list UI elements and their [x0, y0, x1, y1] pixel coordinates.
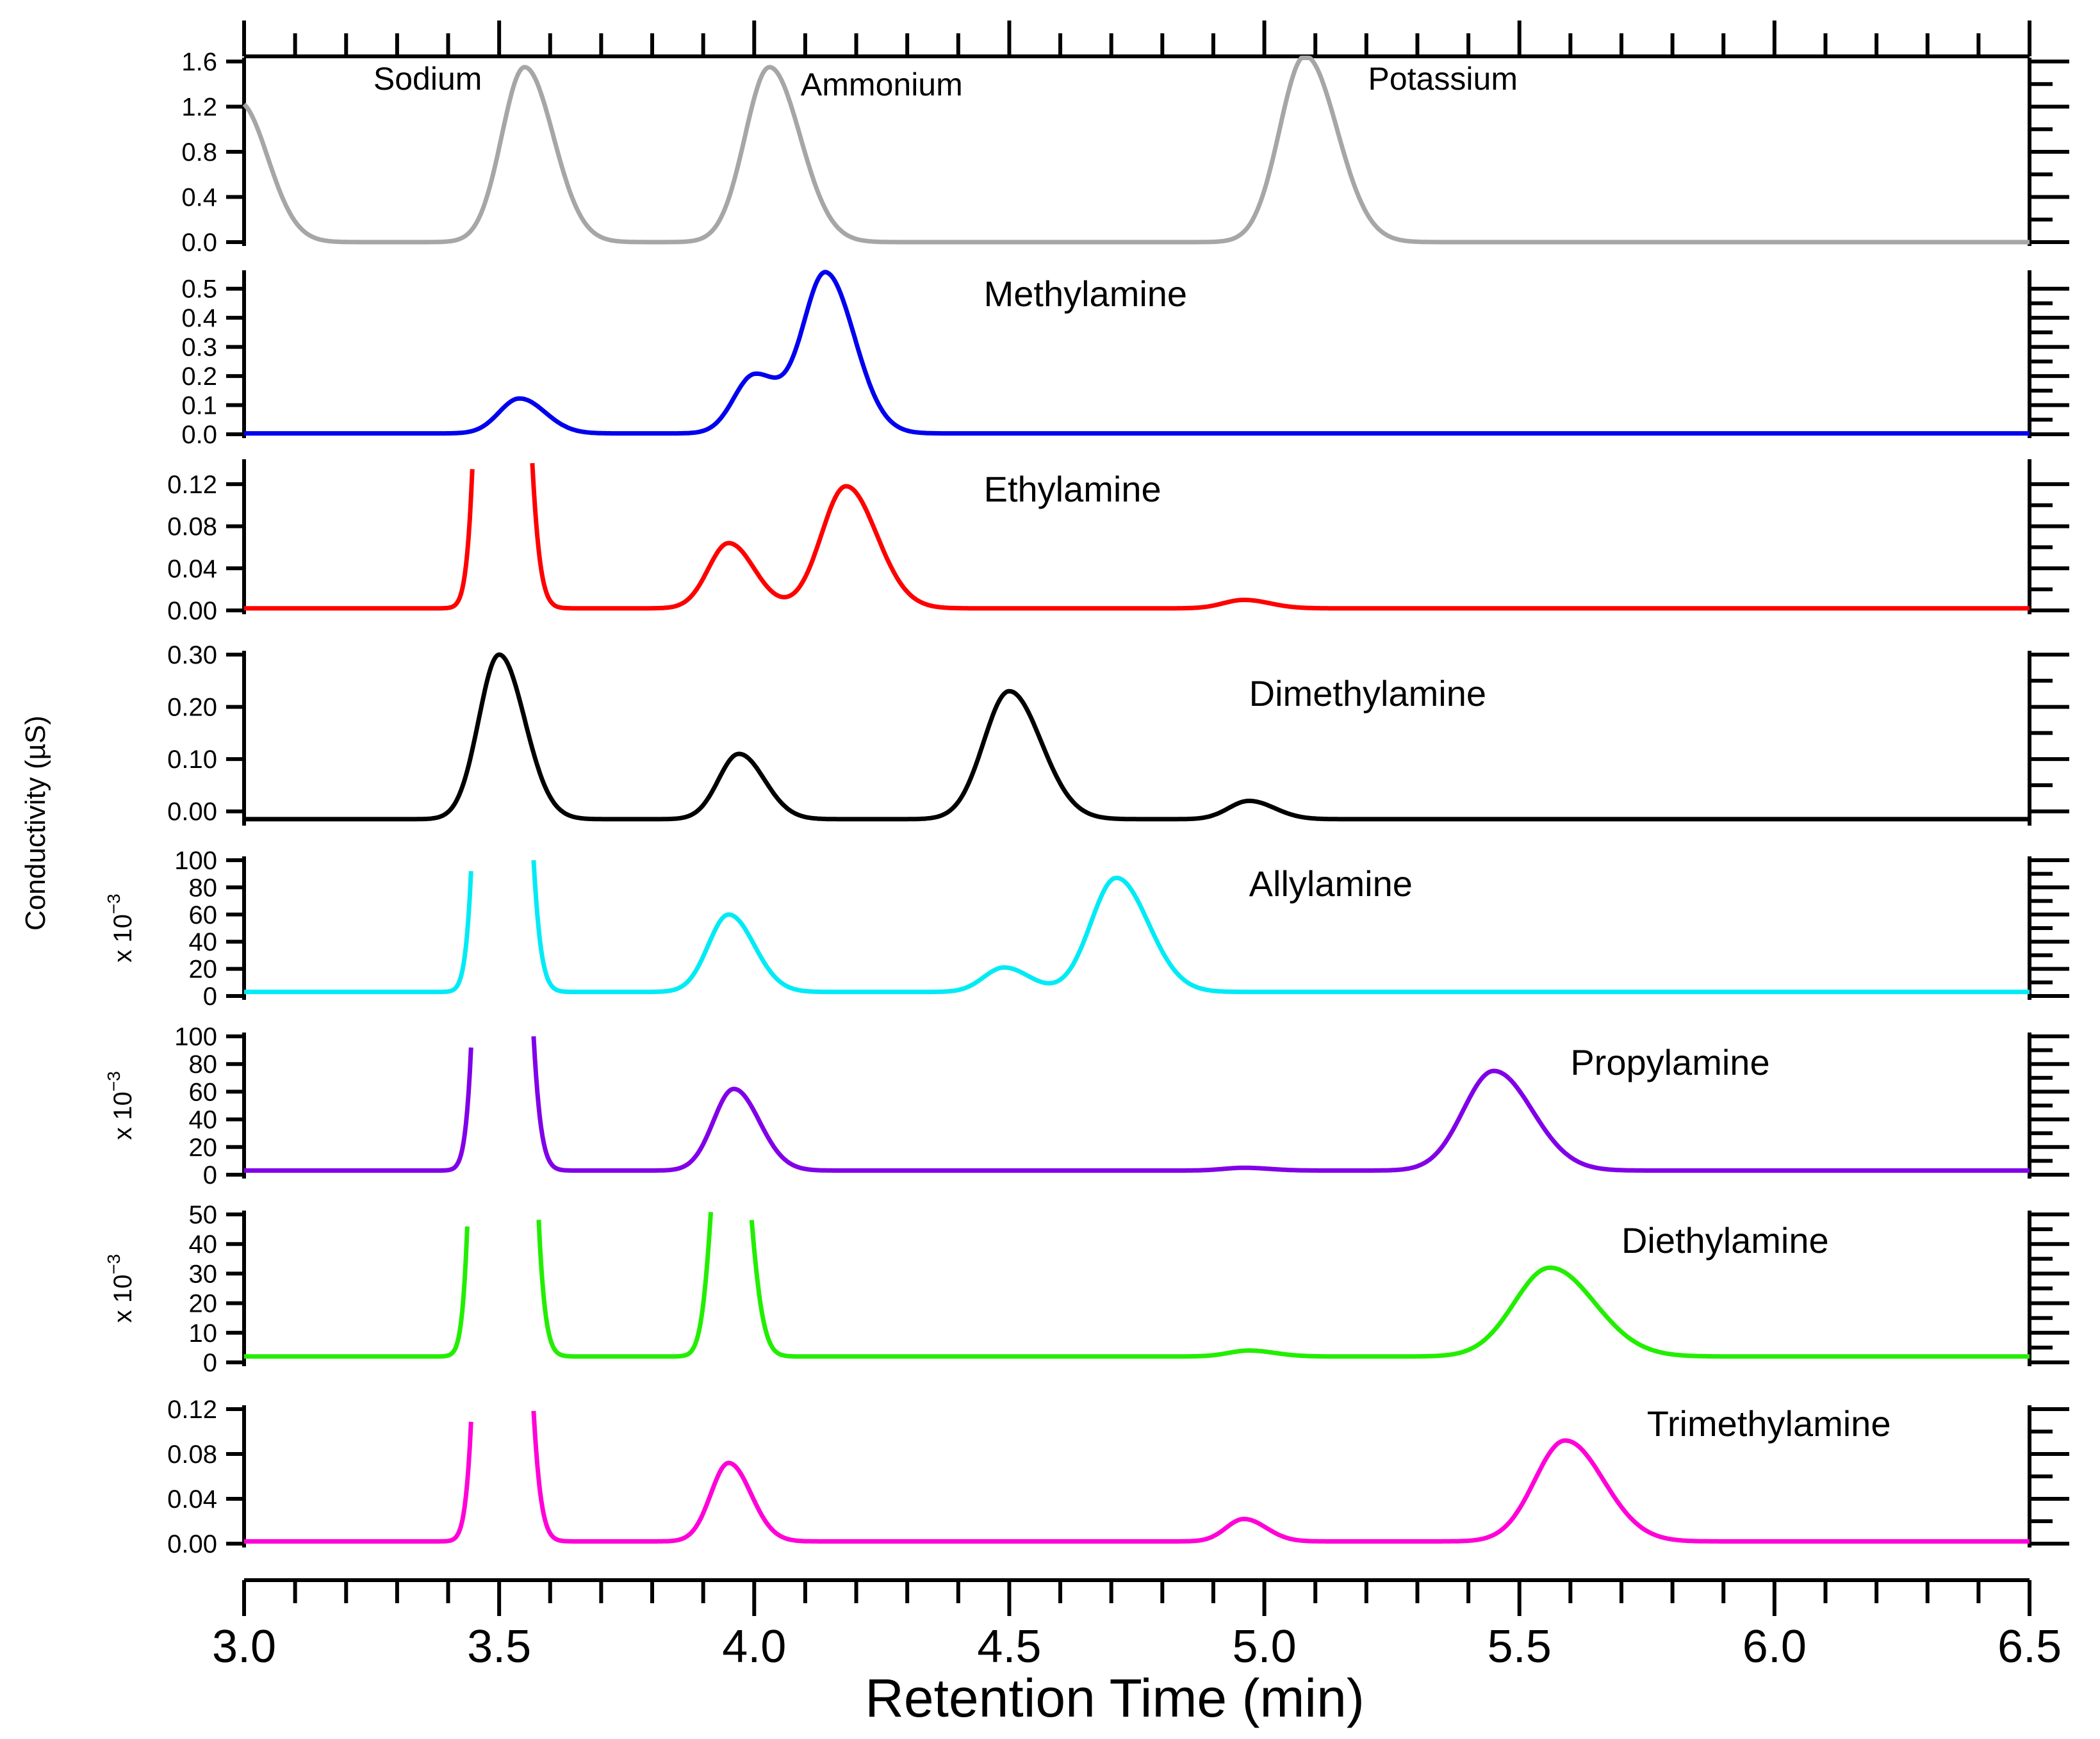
trace-allylamine	[243, 860, 2031, 995]
y-tick-label: 0.00	[167, 1530, 217, 1558]
y-tick-label: 60	[189, 901, 218, 929]
y-tick-label: 0.3	[181, 334, 217, 362]
y-tick-label: 0.00	[167, 597, 217, 625]
panel-methylamine: 0.00.10.20.30.40.5 Methylamine	[181, 270, 2069, 449]
y-tick-label: 50	[189, 1201, 218, 1229]
y-tick-label: 0.2	[181, 363, 217, 391]
y-tick-label: 0	[203, 983, 217, 1011]
x-tick-label: 6.0	[1743, 1621, 1807, 1672]
trace-cations-standard	[242, 55, 2031, 245]
y-tick-label: 0.20	[167, 694, 217, 722]
x-tick-label: 3.5	[467, 1621, 531, 1672]
scale-label: x 10−3	[104, 1254, 137, 1323]
y-tick-label: 0.08	[167, 513, 217, 541]
y-tick-label: 0.4	[181, 184, 217, 212]
y-tick-label: 60	[189, 1078, 218, 1106]
scale-label: x 10−3	[104, 894, 137, 963]
x-tick-label: 3.0	[212, 1621, 276, 1672]
y-tick-label: 0.10	[167, 746, 217, 774]
y-tick-label: 0.30	[167, 641, 217, 669]
trace-ethylamine	[243, 462, 2031, 611]
y-tick-label: 0.5	[181, 275, 217, 304]
axes-layer: 3.0 3.5 4.0 4.5 5.0 5.5 6.0 6.5 0.0 0.4 0.8 1.2 1.6 S…	[104, 20, 2069, 1672]
y-tick-label: 40	[189, 1106, 218, 1134]
y-tick-label: 40	[189, 1230, 218, 1259]
x-axis-label: Retention Time (min)	[865, 1668, 1365, 1728]
y-tick-label: 0.0	[181, 229, 217, 257]
y-tick-label: 0.12	[167, 471, 217, 499]
y-tick-label: 80	[189, 874, 218, 902]
y-tick-label: 0	[203, 1161, 217, 1189]
series-label: Dimethylamine	[1249, 673, 1486, 714]
y-tick-label: 30	[189, 1260, 218, 1288]
x-tick-label: 6.5	[1997, 1621, 2062, 1672]
y-tick-label: 20	[189, 1134, 218, 1162]
y-tick-label: 20	[189, 956, 218, 984]
trace-trimethylamine	[243, 1410, 2031, 1544]
y-tick-label: 100	[174, 847, 217, 875]
trace-propylamine	[243, 1036, 2031, 1173]
y-tick-label: 1.2	[181, 94, 217, 122]
series-label: Propylamine	[1570, 1042, 1769, 1082]
x-tick-label: 5.5	[1488, 1621, 1552, 1672]
x-tick-label: 5.0	[1233, 1621, 1297, 1672]
series-label: Diethylamine	[1621, 1220, 1829, 1261]
trace-dimethylamine	[243, 652, 2031, 822]
y-tick-label: 0.12	[167, 1396, 217, 1424]
y-tick-label: 40	[189, 928, 218, 956]
series-label: Ethylamine	[984, 469, 1161, 509]
peak-annotation: Sodium	[373, 61, 482, 97]
y-tick-label: 80	[189, 1050, 218, 1079]
y-tick-label: 10	[189, 1319, 218, 1348]
panel-dimethylamine: 0.00 0.10 0.20 0.30 Dimethylamine	[167, 641, 2069, 826]
y-tick-label: 0.08	[167, 1441, 217, 1469]
y-tick-label: 1.6	[181, 48, 217, 76]
y-tick-label: 100	[174, 1023, 217, 1051]
peak-annotation: Ammonium	[801, 67, 963, 102]
y-tick-label: 0.0	[181, 421, 217, 449]
y-tick-label: 0.4	[181, 304, 217, 332]
series-label: Allylamine	[1249, 863, 1413, 904]
y-tick-label: 20	[189, 1290, 218, 1318]
series-label: Trimethylamine	[1647, 1403, 1891, 1444]
panel-ethylamine: 0.00 0.04 0.08 0.12 Ethylamine	[167, 459, 2069, 625]
y-tick-label: 0.8	[181, 138, 217, 167]
panel-cations-standard: 0.0 0.4 0.8 1.2 1.6 Sodium Ammonium Potassium	[181, 48, 2069, 257]
y-tick-label: 0.04	[167, 1485, 217, 1514]
x-tick-label: 4.5	[977, 1621, 1041, 1672]
panel-trimethylamine: 0.00 0.04 0.08 0.12 Trimethylamine	[167, 1396, 2069, 1558]
trace-diethylamine	[243, 1212, 2031, 1359]
y-tick-label: 0	[203, 1349, 217, 1377]
y-tick-label: 0.1	[181, 392, 217, 420]
x-tick-label: 4.0	[722, 1621, 786, 1672]
series-label: Methylamine	[984, 274, 1187, 314]
trace-methylamine	[243, 270, 2031, 436]
y-tick-label: 0.04	[167, 555, 217, 583]
y-tick-label: 0.00	[167, 798, 217, 826]
y-axis-label: Conductivity (µS)	[20, 715, 51, 931]
scale-label: x 10−3	[104, 1071, 137, 1140]
peak-annotation: Potassium	[1368, 61, 1518, 97]
